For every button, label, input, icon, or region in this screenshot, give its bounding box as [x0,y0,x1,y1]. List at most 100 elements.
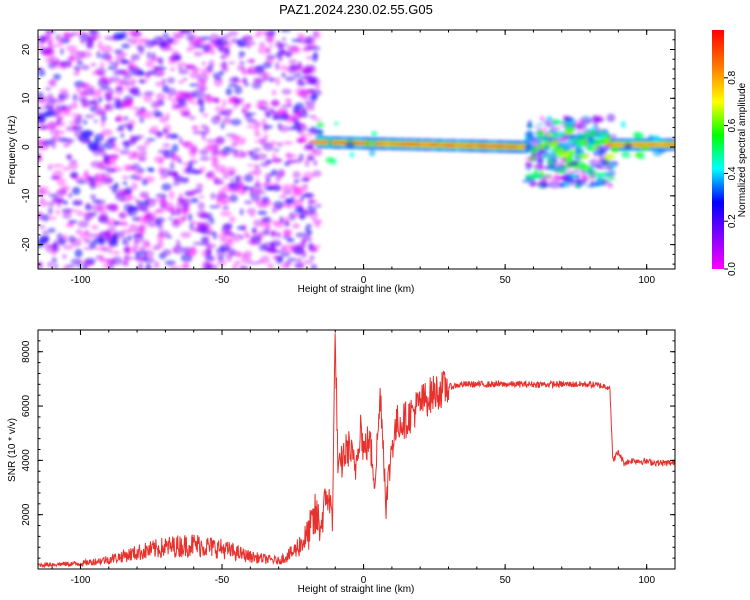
heatmap-cell [97,96,103,103]
heatmap-cell [292,258,297,262]
heatmap-cell [91,70,104,76]
heatmap-cell [327,139,333,147]
heatmap-cell [130,106,140,110]
heatmap-cell [112,250,121,256]
heatmap-cell [666,143,675,147]
heatmap-cell [123,254,129,263]
heatmap-cell [131,182,138,191]
heatmap-cell [150,198,156,202]
heatmap-cell [607,171,613,176]
x-tick-label: -100 [70,275,90,286]
heatmap-cell [574,173,580,179]
heatmap-cell [151,52,156,61]
heatmap-cell [282,187,287,196]
heatmap-cell [271,89,277,96]
heatmap-cell [318,136,324,142]
heatmap-cell [139,150,148,156]
heatmap-cell [125,38,132,42]
heatmap-cell [61,166,71,171]
heatmap-cell [158,230,170,238]
heatmap-cell [74,248,83,258]
heatmap-cell [201,249,212,258]
heatmap-cell [186,166,192,172]
heatmap-cell [313,30,318,38]
heatmap-cell [232,264,238,269]
heatmap-cell [219,152,228,159]
heatmap-cell [48,44,53,53]
heatmap-cell [164,130,170,140]
heatmap-cell [130,58,135,66]
heatmap-cell [302,259,314,265]
heatmap-cell [258,42,266,48]
heatmap-cell [38,261,43,269]
heatmap-cell [233,104,238,109]
heatmap-cell [212,143,220,151]
heatmap-cell [84,169,89,177]
heatmap-cell [204,125,210,135]
heatmap-cell [56,177,66,187]
heatmap-cell [280,251,291,257]
heatmap-cell [304,192,315,199]
heatmap-cell [227,148,238,154]
heatmap-cell [588,158,600,166]
heatmap-cell [144,266,153,269]
heatmap-cell [166,96,173,101]
heatmap-cell [305,142,314,150]
heatmap-cell [38,67,44,72]
heatmap-cell [47,216,58,220]
heatmap-cell [52,242,57,252]
heatmap-cell [286,154,298,158]
snr-y-ticks: 2000 4000 6000 8000 [21,329,675,570]
heatmap-cell [240,191,247,195]
heatmap-cell [216,111,227,116]
heatmap-cell [111,141,118,148]
heatmap-cell [265,159,274,163]
x-tick-label: 100 [638,275,655,286]
heatmap-cell [593,139,603,145]
snr-panel: -100 -50 0 50 100 2000 4000 6000 8000 Height of… [7,329,676,595]
heatmap-cell [76,60,84,66]
heatmap-cell [545,115,553,121]
x-tick-label: 100 [638,575,655,586]
heatmap-cell [153,65,158,74]
heatmap-cell [99,61,105,70]
heatmap-cell [144,72,152,77]
heatmap-cell [122,123,130,128]
heatmap-cell [115,55,121,65]
heatmap-cell [68,192,73,199]
heatmap-cell [122,181,128,186]
heatmap-cell [83,119,88,125]
heatmap-cell [230,250,242,257]
heatmap-cell [66,264,76,269]
heatmap-cell [55,209,61,215]
heatmap-cell [39,235,49,244]
heatmap-cell [524,132,534,137]
heatmap-cell [304,227,310,233]
y-tick-label: 20 [21,44,32,56]
heatmap-cell [545,164,557,170]
heatmap-cell [271,184,282,192]
heatmap-cell [264,172,272,181]
heatmap-cell [579,164,592,172]
heatmap-cell [119,149,131,155]
heatmap-cell [606,113,616,123]
spectrogram-y-label: Frequency (Hz) [7,116,18,185]
heatmap-cell [201,61,206,66]
heatmap-cell [253,163,260,170]
heatmap-cell [267,186,273,191]
heatmap-cell [91,98,98,108]
heatmap-cell [162,143,171,148]
heatmap-cell [536,122,544,127]
heatmap-cell [590,171,596,181]
heatmap-cell [106,204,118,210]
heatmap-cell [297,82,306,87]
heatmap-cell [199,105,205,114]
heatmap-cell [563,116,575,123]
heatmap-cell [270,109,275,114]
heatmap-cell [243,231,250,238]
heatmap-cell [180,177,189,184]
heatmap-cell [305,104,315,111]
heatmap-cell [97,40,103,50]
heatmap-cell [223,222,234,229]
